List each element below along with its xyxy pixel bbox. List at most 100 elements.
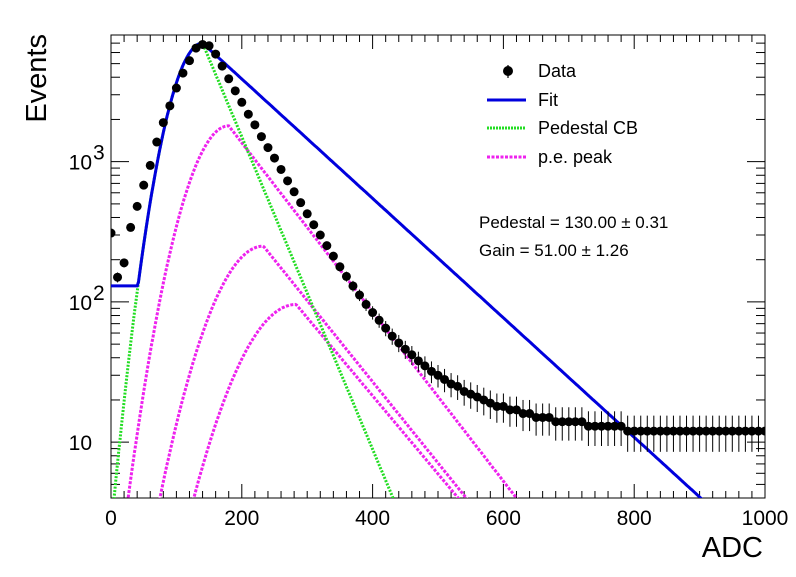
y-tick-label-exponent: 3 — [93, 142, 105, 165]
data-point — [341, 271, 351, 281]
data-point — [440, 374, 450, 384]
data-point — [368, 308, 378, 318]
data-point — [224, 74, 234, 84]
legend-swatch-data — [503, 66, 513, 76]
legend-item-pedestal: Pedestal CB — [487, 118, 638, 138]
data-point — [191, 43, 201, 53]
data-point — [171, 83, 181, 93]
data-point — [289, 187, 299, 197]
data-point — [708, 426, 718, 436]
data-point — [328, 251, 338, 261]
data-point — [420, 361, 430, 371]
data-point — [178, 68, 188, 78]
data-point — [525, 409, 535, 419]
data-point — [230, 86, 240, 96]
data-point — [753, 426, 763, 436]
data-point — [361, 299, 371, 309]
data-point — [564, 417, 574, 427]
data-point — [250, 120, 260, 130]
x-tick-labels: 0 200 400 600 800 1000 — [105, 507, 788, 530]
data-point — [400, 344, 410, 354]
data-point — [119, 258, 129, 268]
data-point — [662, 426, 672, 436]
points-layer — [111, 39, 765, 452]
data-point — [132, 201, 142, 211]
data-point — [394, 338, 404, 348]
data-point — [270, 153, 279, 163]
data-point — [675, 426, 685, 436]
data-point — [616, 421, 626, 431]
data-point — [381, 323, 391, 333]
pedestal-cb-curve — [112, 41, 395, 498]
data-point — [577, 417, 587, 427]
data-point — [413, 356, 423, 366]
curves-layer — [111, 41, 703, 498]
data-point — [256, 132, 266, 142]
data-point — [701, 426, 711, 436]
legend-item-fit: Fit — [487, 90, 558, 110]
data-point — [152, 137, 162, 147]
axis-ticks — [110, 34, 766, 499]
data-point — [374, 315, 384, 325]
data-point — [721, 426, 731, 436]
legend-label-data: Data — [538, 61, 577, 81]
data-point — [642, 426, 652, 436]
data-point — [433, 370, 443, 380]
data-point — [165, 101, 175, 111]
data-point — [629, 426, 639, 436]
data-point — [263, 143, 273, 153]
data-point — [184, 56, 194, 66]
data-point — [760, 426, 765, 436]
data-point — [302, 209, 312, 219]
data-point — [309, 220, 319, 230]
data-point — [217, 61, 227, 71]
pedestal-annotation: Pedestal = 130.00 ± 0.31 — [479, 213, 668, 232]
data-point — [315, 230, 325, 240]
data-point — [695, 426, 705, 436]
data-point — [597, 421, 606, 431]
data-point — [682, 426, 692, 436]
data-point — [747, 426, 757, 436]
data-point — [636, 426, 646, 436]
x-tick-label: 1000 — [742, 507, 789, 530]
data-point — [570, 417, 580, 427]
data-point — [158, 118, 168, 128]
data-point — [407, 350, 417, 360]
x-tick-label: 400 — [355, 507, 390, 530]
data-point — [727, 426, 737, 436]
data-point — [551, 417, 561, 427]
y-tick-label: 10 — [69, 292, 92, 315]
data-point — [511, 405, 521, 415]
data-point — [557, 417, 567, 427]
data-point — [668, 426, 678, 436]
data-point — [322, 241, 332, 251]
y-tick-label: 10 — [69, 152, 92, 175]
data-point — [126, 222, 136, 232]
legend-label-fit: Fit — [538, 90, 558, 110]
legend-item-pe: p.e. peak — [487, 147, 613, 167]
data-point — [139, 180, 149, 190]
y-axis-title: Events — [21, 34, 53, 123]
data-point — [518, 409, 528, 419]
x-tick-label: 600 — [486, 507, 521, 530]
data-point — [145, 160, 155, 170]
data-point — [243, 109, 253, 119]
data-point — [335, 262, 345, 272]
data-point — [355, 290, 365, 300]
data-point — [590, 421, 600, 431]
data-point — [348, 281, 358, 291]
data-point — [734, 426, 744, 436]
data-point — [111, 228, 116, 238]
legend-label-pedestal: Pedestal CB — [538, 118, 638, 138]
pe-peak-curve-3 — [192, 302, 461, 498]
pe-peak-curve-1 — [126, 124, 519, 498]
data-point — [649, 426, 659, 436]
data-point — [211, 49, 221, 59]
data-point — [531, 412, 541, 422]
data-point — [113, 272, 123, 282]
gain-annotation: Gain = 51.00 ± 1.26 — [479, 241, 629, 260]
data-point — [714, 426, 724, 436]
